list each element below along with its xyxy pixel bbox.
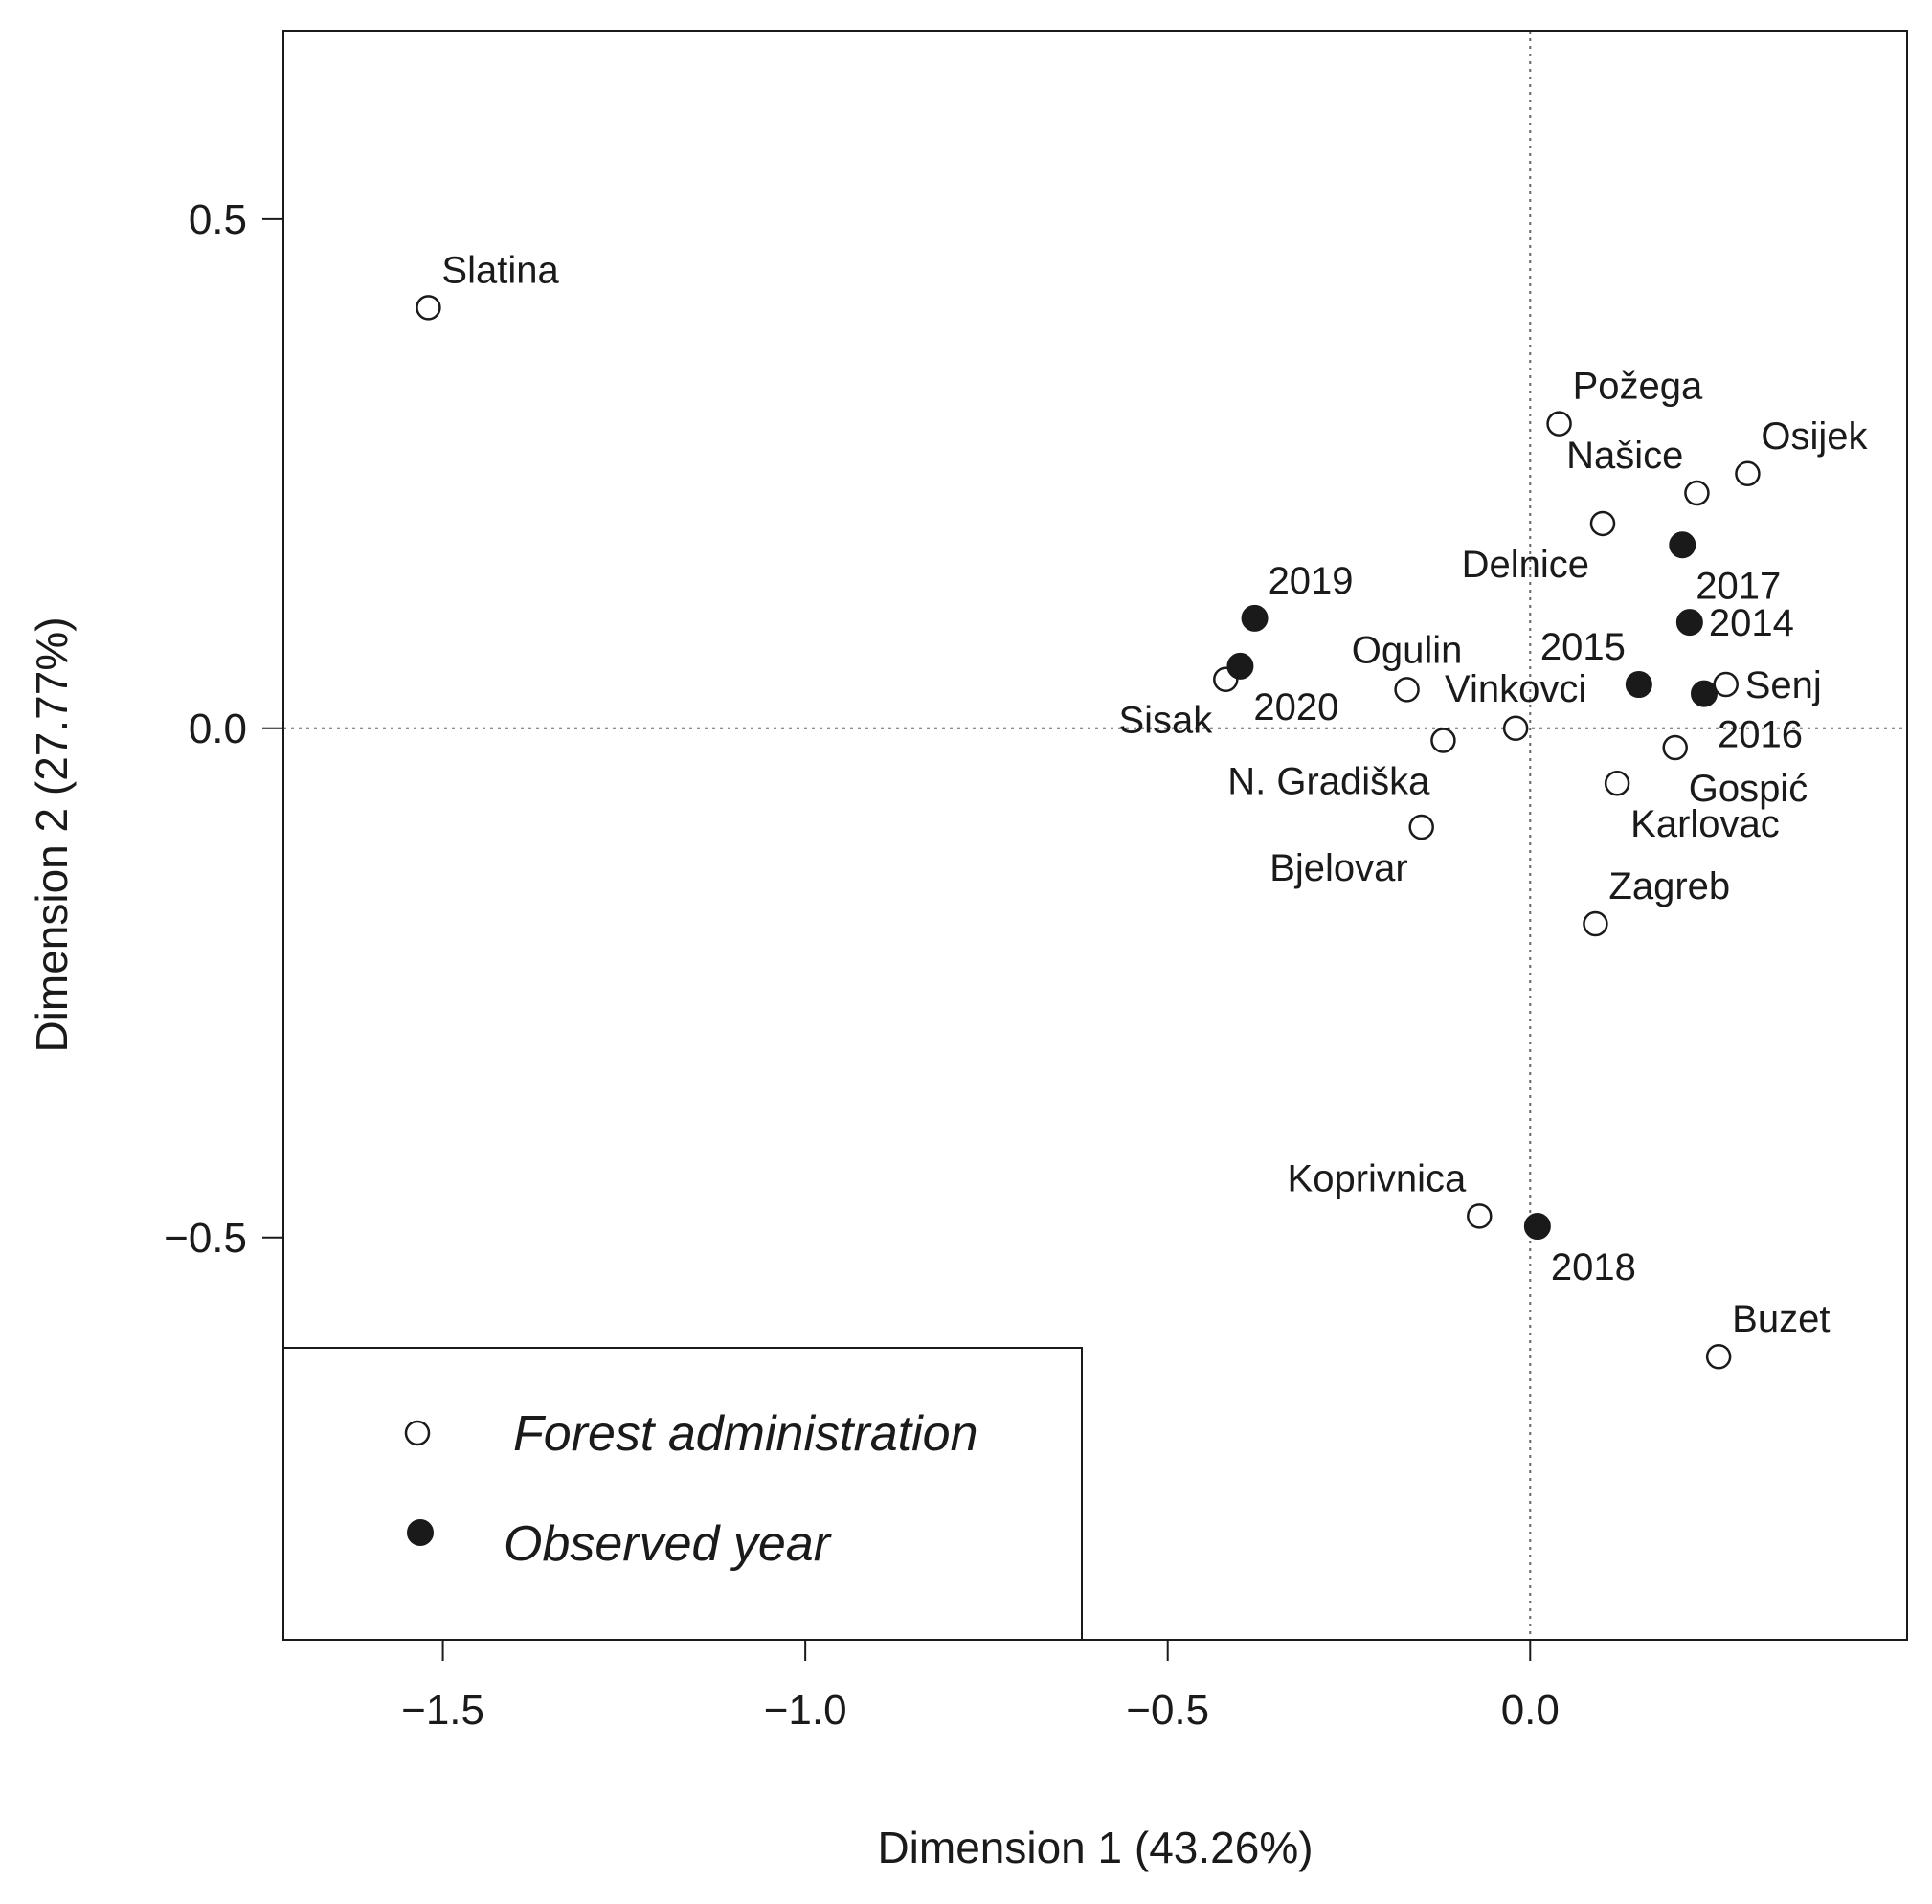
point-label-slatina: Slatina [441,249,559,291]
year-point-2020 [1226,652,1254,680]
admin-point-nasice [1684,480,1710,506]
y-tick-label: 0.0 [189,706,247,752]
point-label-pozega: Požega [1573,366,1703,408]
point-label-2016: 2016 [1718,714,1803,756]
x-axis: −1.5 −1.0 −0.5 0.0 [283,1639,1907,1734]
x-tick-label: −1.5 [401,1687,484,1734]
point-label-2019: 2019 [1269,560,1354,602]
year-point-2016 [1691,680,1718,707]
point-label-bjelovar: Bjelovar [1269,847,1408,889]
point-label-osijek: Osijek [1761,415,1868,458]
point-label-nasice: Našice [1566,435,1683,477]
point-label-vinkovci: Vinkovci [1445,668,1586,710]
admin-point-buzet [1705,1343,1732,1370]
legend-label-observed-year: Observed year [504,1516,833,1572]
point-label-2017: 2017 [1696,565,1781,607]
point-label-2015: 2015 [1540,626,1626,668]
admin-point-pozega [1546,411,1572,437]
x-tick-label: 0.0 [1501,1687,1560,1734]
point-label-2014: 2014 [1709,602,1794,644]
y-tick-label: 0.5 [189,196,247,243]
y-axis: 0.5 0.0 −0.5 [164,31,284,1640]
reference-lines [283,31,1907,1640]
point-label-ogulin: Ogulin [1352,629,1463,671]
year-point-2017 [1669,531,1696,559]
year-point-2014 [1675,609,1703,637]
point-label-n-gradiska: N. Gradiška [1227,761,1430,803]
point-label-senj: Senj [1745,664,1822,706]
admin-point-slatina [416,295,441,321]
admin-point-vinkovci [1502,715,1529,742]
admin-point-koprivnica [1467,1203,1493,1229]
data-points [416,295,1761,1370]
admin-point-osijek [1735,460,1761,487]
point-label-delnice: Delnice [1462,544,1589,586]
admin-point-karlovac [1604,770,1630,796]
point-label-buzet: Buzet [1732,1298,1830,1340]
y-axis-title: Dimension 2 (27.77%) [27,616,77,1052]
x-tick-label: −1.0 [764,1687,847,1734]
year-point-2015 [1625,671,1652,699]
admin-point-gospic [1662,734,1688,761]
x-tick-label: −0.5 [1126,1687,1209,1734]
point-label-gospic: Gospić [1689,768,1808,810]
point-labels: Slatina Požega Osijek Našice Delnice Ogulin Si… [441,249,1868,1340]
point-label-karlovac: Karlovac [1630,803,1780,845]
admin-point-ogulin [1394,677,1420,703]
admin-point-senj [1713,671,1739,698]
point-label-2018: 2018 [1551,1246,1636,1288]
legend-marker-open-circle [404,1420,431,1446]
year-point-2018 [1523,1213,1551,1241]
admin-point-n-gradiska [1430,728,1456,753]
year-point-2019 [1241,604,1269,632]
admin-point-bjelovar [1408,814,1434,840]
legend-label-forest-administration: Forest administration [513,1406,978,1462]
y-tick-label: −0.5 [164,1215,247,1262]
point-label-zagreb: Zagreb [1608,865,1730,907]
legend-box [282,1347,1083,1641]
legend-marker-filled-circle [407,1519,434,1546]
admin-point-delnice [1589,510,1616,537]
point-label-sisak: Sisak [1118,700,1213,742]
x-axis-title: Dimension 1 (43.26%) [877,1823,1313,1872]
legend: Forest administration Observed year [282,1347,1083,1641]
admin-point-zagreb [1583,910,1608,937]
point-label-koprivnica: Koprivnica [1288,1157,1468,1199]
point-label-2020: 2020 [1253,686,1338,728]
